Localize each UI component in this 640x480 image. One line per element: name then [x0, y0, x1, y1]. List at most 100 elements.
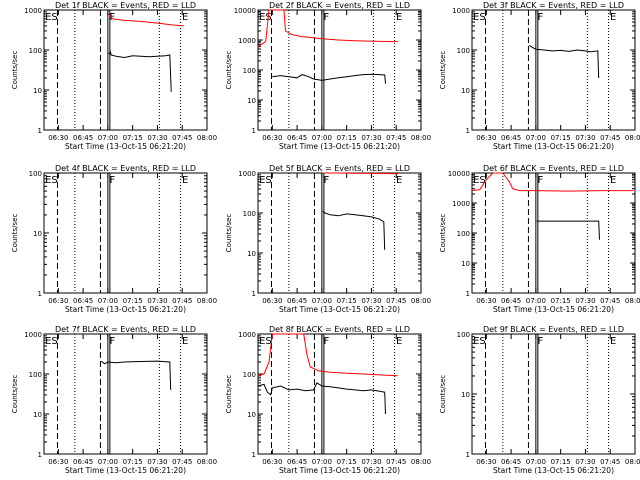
panel-title: Det 5f BLACK = Events, RED = LLD [269, 164, 410, 173]
x-tick-label: 06:45 [287, 458, 307, 466]
y-tick-label: 10000 [234, 7, 256, 15]
y-tick-label: 1000 [238, 37, 256, 45]
y-tick-label: 10 [33, 230, 42, 238]
y-tick-label: 1 [466, 127, 470, 135]
x-tick-label: 07:30 [147, 458, 167, 466]
events-series-line [100, 360, 172, 390]
y-axis-label: Counts/sec [11, 51, 19, 90]
x-tick-label: 08:00 [625, 134, 640, 142]
y-tick-label: 1000 [24, 7, 42, 15]
marker-letter: E [396, 175, 402, 186]
y-axis-label: Counts/sec [11, 214, 19, 253]
marker-letter: S [51, 12, 57, 23]
marker-letter: S [51, 336, 57, 347]
events-series-line [529, 44, 600, 79]
y-axis-label: Counts/sec [11, 375, 19, 414]
panel-title: Det 4f BLACK = Events, RED = LLD [55, 164, 196, 173]
x-axis-label: Start Time (13-Oct-15 06:21:20) [65, 142, 186, 151]
x-tick-label: 07:00 [98, 297, 118, 305]
lld-series-line [322, 172, 398, 175]
events-series-line [272, 73, 386, 84]
y-axis-label: Counts/sec [225, 214, 233, 253]
x-tick-label: 07:15 [337, 458, 357, 466]
panel-title: Det 3f BLACK = Events, RED = LLD [483, 1, 624, 10]
x-tick-label: 07:00 [98, 458, 118, 466]
x-axis-label: Start Time (13-Oct-15 06:21:20) [493, 466, 614, 475]
x-tick-label: 07:30 [361, 297, 381, 305]
y-tick-label: 100 [243, 210, 256, 218]
x-tick-label: 07:30 [575, 134, 595, 142]
y-tick-label: 10 [461, 391, 470, 399]
x-tick-label: 08:00 [625, 297, 640, 305]
marker-letter: E [610, 175, 616, 186]
plot-frame [43, 333, 208, 455]
y-tick-label: 1 [252, 451, 256, 459]
x-tick-label: 08:00 [411, 134, 431, 142]
marker-letter: E [396, 336, 402, 347]
marker-letter: E [259, 336, 265, 347]
x-axis-label: Start Time (13-Oct-15 06:21:20) [279, 466, 400, 475]
plot-frame [471, 333, 636, 455]
x-tick-label: 07:00 [98, 134, 118, 142]
marker-letter: E [259, 175, 265, 186]
x-axis-label: Start Time (13-Oct-15 06:21:20) [65, 305, 186, 314]
plot-frame [257, 9, 422, 131]
x-tick-label: 07:45 [600, 134, 620, 142]
x-tick-label: 07:45 [600, 458, 620, 466]
x-axis-label: Start Time (13-Oct-15 06:21:20) [279, 142, 400, 151]
y-tick-label: 10 [247, 411, 256, 419]
panel-title: Det 6f BLACK = Events, RED = LLD [483, 164, 624, 173]
x-tick-label: 07:15 [337, 297, 357, 305]
y-tick-label: 100 [29, 170, 42, 178]
marker-letter: F [324, 336, 330, 347]
y-tick-label: 10 [461, 87, 470, 95]
x-tick-label: 08:00 [197, 134, 217, 142]
x-tick-label: 07:30 [575, 297, 595, 305]
marker-letter: F [110, 175, 116, 186]
y-tick-label: 1000 [238, 331, 256, 339]
x-tick-label: 06:30 [476, 134, 496, 142]
x-tick-label: 06:30 [48, 458, 68, 466]
y-tick-label: 100 [457, 47, 470, 55]
panel-title: Det 2f BLACK = Events, RED = LLD [269, 1, 410, 10]
x-tick-label: 07:45 [386, 458, 406, 466]
marker-letter: F [324, 12, 330, 23]
marker-letter: E [182, 175, 188, 186]
x-axis-label: Start Time (13-Oct-15 06:21:20) [279, 305, 400, 314]
y-tick-label: 1000 [238, 170, 256, 178]
x-tick-label: 07:15 [551, 458, 571, 466]
x-tick-label: 06:45 [73, 297, 93, 305]
x-tick-label: 07:15 [123, 134, 143, 142]
x-tick-label: 08:00 [411, 458, 431, 466]
events-series-line [108, 50, 172, 92]
x-tick-label: 07:00 [312, 458, 332, 466]
lld-series-line [257, 9, 398, 48]
y-axis-label: Counts/sec [439, 51, 447, 90]
x-tick-label: 06:30 [476, 297, 496, 305]
y-axis-label: Counts/sec [225, 375, 233, 414]
marker-letter: E [182, 12, 188, 23]
y-tick-label: 10 [461, 260, 470, 268]
y-tick-label: 10 [33, 87, 42, 95]
marker-letter: E [45, 175, 51, 186]
marker-letter: E [396, 12, 402, 23]
x-tick-label: 06:45 [287, 297, 307, 305]
plot-frame [43, 9, 208, 131]
x-tick-label: 07:30 [361, 458, 381, 466]
x-tick-label: 07:15 [123, 297, 143, 305]
x-tick-label: 07:15 [123, 458, 143, 466]
plot-frame [471, 9, 636, 131]
lld-series-line [257, 333, 398, 377]
x-tick-label: 07:45 [172, 458, 192, 466]
y-tick-label: 1000 [452, 7, 470, 15]
x-tick-label: 07:30 [575, 458, 595, 466]
x-axis-label: Start Time (13-Oct-15 06:21:20) [493, 305, 614, 314]
y-tick-label: 1 [38, 127, 42, 135]
x-tick-label: 07:15 [551, 134, 571, 142]
marker-letter: E [610, 12, 616, 23]
